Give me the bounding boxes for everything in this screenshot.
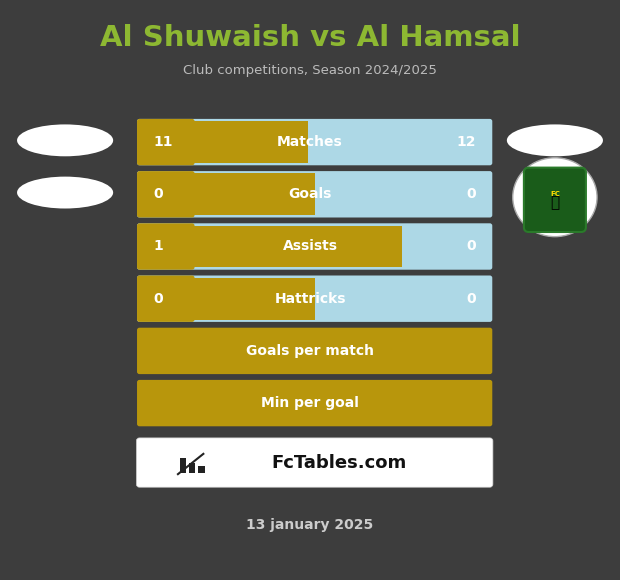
Circle shape <box>513 158 597 237</box>
Text: 12: 12 <box>457 135 476 149</box>
FancyBboxPatch shape <box>137 223 195 270</box>
FancyBboxPatch shape <box>137 223 492 270</box>
Text: Goals: Goals <box>288 187 332 201</box>
Text: Al Shuwaish vs Al Hamsal: Al Shuwaish vs Al Hamsal <box>100 24 520 52</box>
Text: Matches: Matches <box>277 135 343 149</box>
FancyBboxPatch shape <box>524 168 586 232</box>
FancyBboxPatch shape <box>137 380 492 426</box>
Text: 0: 0 <box>153 292 163 306</box>
Bar <box>180 458 186 473</box>
Ellipse shape <box>507 125 603 156</box>
FancyBboxPatch shape <box>137 276 492 322</box>
Ellipse shape <box>17 125 113 156</box>
Text: FC: FC <box>550 191 560 197</box>
Text: FcTables.com: FcTables.com <box>272 454 407 472</box>
FancyBboxPatch shape <box>137 171 195 218</box>
Bar <box>140 173 315 215</box>
FancyBboxPatch shape <box>137 276 195 322</box>
FancyBboxPatch shape <box>137 328 492 374</box>
Text: 0: 0 <box>466 292 476 306</box>
Text: 1: 1 <box>153 240 163 253</box>
Ellipse shape <box>17 176 113 209</box>
Text: Hattricks: Hattricks <box>274 292 346 306</box>
FancyBboxPatch shape <box>137 119 492 165</box>
FancyBboxPatch shape <box>136 438 493 487</box>
Bar <box>198 466 205 473</box>
Text: Club competitions, Season 2024/2025: Club competitions, Season 2024/2025 <box>183 64 437 77</box>
FancyBboxPatch shape <box>137 119 195 165</box>
Text: 0: 0 <box>466 187 476 201</box>
Text: Goals per match: Goals per match <box>246 344 374 358</box>
Text: Min per goal: Min per goal <box>261 396 359 410</box>
Text: 0: 0 <box>153 187 163 201</box>
Bar <box>189 463 195 473</box>
Text: Assists: Assists <box>283 240 337 253</box>
Text: 0: 0 <box>466 240 476 253</box>
FancyBboxPatch shape <box>137 171 492 218</box>
Bar <box>140 226 402 267</box>
Text: 11: 11 <box>153 135 172 149</box>
Bar <box>140 278 315 320</box>
Text: 🦅: 🦅 <box>551 195 559 211</box>
Text: 13 january 2025: 13 january 2025 <box>246 518 374 532</box>
Bar <box>140 121 308 163</box>
